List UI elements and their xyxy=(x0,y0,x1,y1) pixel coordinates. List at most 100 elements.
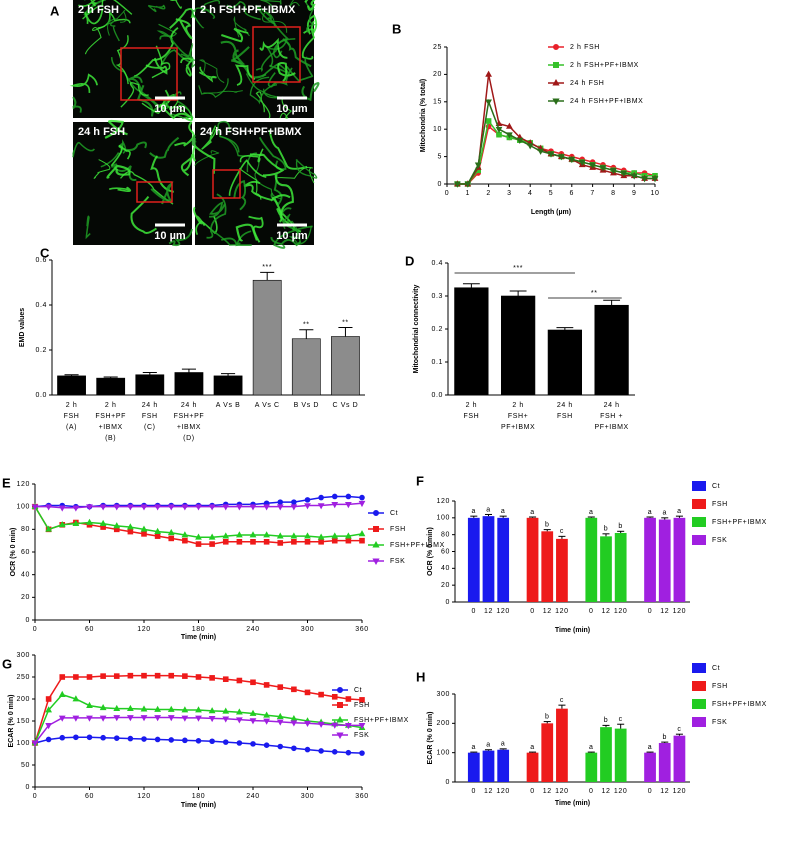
significance-letter: a xyxy=(486,506,491,513)
y-tick-label: 10 xyxy=(433,126,442,133)
significance-letter: b xyxy=(604,526,609,533)
mitochondria-filament xyxy=(150,155,174,193)
significance-letter: c xyxy=(560,528,564,535)
marker xyxy=(630,173,638,180)
x-tick-label: 24 h xyxy=(142,402,158,409)
significance-letter: c xyxy=(560,697,564,704)
mitochondria-filament xyxy=(226,0,261,21)
marker xyxy=(304,720,311,727)
x-tick-label: 7 xyxy=(590,190,595,197)
y-tick-label: 80 xyxy=(441,532,450,539)
y-tick-label: 0 xyxy=(446,599,451,606)
marker xyxy=(290,720,298,727)
marker xyxy=(506,122,513,129)
marker xyxy=(454,181,461,188)
x-tick-label: 0 xyxy=(648,788,653,795)
marker xyxy=(45,706,53,713)
marker xyxy=(113,522,121,529)
x-tick-label: 24 h xyxy=(181,402,197,409)
x-tick-label: 180 xyxy=(192,626,205,633)
mitochondria-filament xyxy=(289,0,308,8)
marker xyxy=(474,162,482,169)
marker xyxy=(359,537,365,544)
mitochondria-filament xyxy=(201,125,217,150)
x-tick-label: 0 xyxy=(648,608,653,615)
marker xyxy=(485,70,492,77)
y-tick-label: 15 xyxy=(433,99,442,106)
legend-label: 24 h FSH xyxy=(570,80,604,87)
bar xyxy=(213,375,243,396)
mitochondria-filament xyxy=(203,90,243,94)
y-tick-label: 40 xyxy=(21,572,30,579)
x-tick-label: 120 xyxy=(555,608,568,615)
y-tick-label: 0 xyxy=(446,779,451,786)
marker xyxy=(45,525,53,532)
roi-box xyxy=(252,26,301,83)
marker xyxy=(126,704,134,712)
y-tick-label: 0 xyxy=(26,784,31,791)
x-tick-label: 0 xyxy=(589,788,594,795)
mitochondria-filament xyxy=(175,18,193,40)
mitochondria-filament xyxy=(301,82,320,102)
marker xyxy=(318,539,324,545)
marker xyxy=(45,504,53,511)
legend-swatch xyxy=(692,535,706,545)
mitochondria-filament xyxy=(279,96,293,119)
y-axis-label: OCR (% 0 min) xyxy=(10,528,17,577)
marker xyxy=(154,715,162,722)
bar xyxy=(497,517,510,602)
scale-bar-label: 10 µm xyxy=(154,103,186,115)
marker xyxy=(86,674,93,680)
marker xyxy=(331,749,338,755)
marker xyxy=(331,532,339,539)
image-caption: 2 h FSH xyxy=(78,4,119,16)
marker xyxy=(222,539,229,545)
x-tick-label: 12 xyxy=(484,608,493,615)
marker xyxy=(72,519,80,527)
x-tick-label: 120 xyxy=(614,608,627,615)
series-line xyxy=(34,506,363,539)
bar xyxy=(96,377,126,396)
marker xyxy=(99,519,107,527)
mitochondria-filament xyxy=(233,180,247,211)
y-tick-label: 100 xyxy=(17,504,30,511)
mitochondria-filament xyxy=(255,38,296,73)
marker xyxy=(86,504,93,511)
marker xyxy=(58,715,66,722)
bar xyxy=(497,749,510,782)
x-tick-label: 0 xyxy=(472,608,477,615)
marker xyxy=(304,689,311,696)
mitochondria-filament xyxy=(255,4,276,25)
marker xyxy=(304,746,311,753)
significance-letter: b xyxy=(618,523,623,530)
scale-bar-label: 10 µm xyxy=(154,230,186,242)
marker xyxy=(236,740,243,746)
marker xyxy=(86,734,93,741)
y-tick-label: 0.1 xyxy=(431,359,443,366)
legend-swatch xyxy=(692,663,706,673)
legend-swatch xyxy=(692,481,706,491)
bar xyxy=(600,536,612,602)
marker xyxy=(331,493,338,500)
y-tick-label: 200 xyxy=(437,720,450,727)
mitochondria-filament xyxy=(268,129,308,170)
x-tick-label: 0 xyxy=(33,793,38,800)
mitochondria-filament xyxy=(159,34,194,58)
x-axis-label: Time (min) xyxy=(181,634,216,641)
roi-box xyxy=(120,47,178,101)
x-tick-label: C Vs D xyxy=(333,402,359,409)
marker xyxy=(208,504,216,511)
mitochondria-filament xyxy=(195,215,218,236)
bar xyxy=(482,750,495,782)
marker xyxy=(276,712,284,719)
x-tick-label: FSH+PF xyxy=(95,413,126,420)
y-axis-label: ECAR (% 0 min) xyxy=(427,712,434,765)
mitochondria-filament xyxy=(72,141,95,158)
mitochondria-filament xyxy=(128,76,157,107)
y-tick-label: 100 xyxy=(437,750,450,757)
marker xyxy=(31,504,39,511)
marker xyxy=(208,716,216,723)
marker xyxy=(195,674,202,680)
marker xyxy=(141,672,147,679)
x-tick-label: 9 xyxy=(632,190,637,197)
